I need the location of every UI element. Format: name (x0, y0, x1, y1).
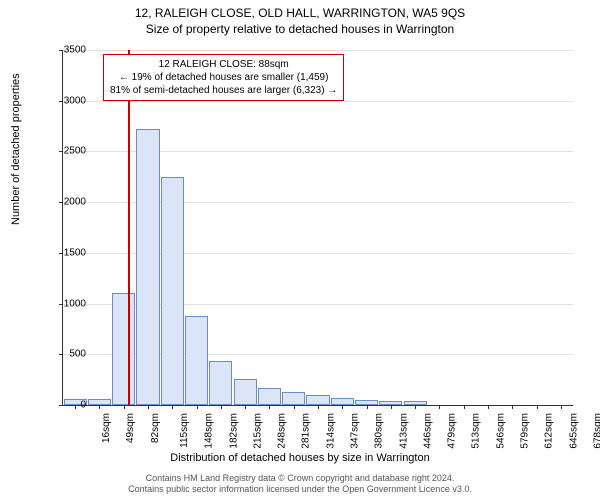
x-tick-label: 16sqm (101, 413, 112, 443)
x-tick-label: 215sqm (252, 413, 263, 449)
y-tick-label: 1000 (46, 298, 86, 309)
histogram-bar (306, 395, 329, 405)
y-tick-label: 2000 (46, 197, 86, 208)
x-tick-label: 115sqm (179, 413, 190, 448)
y-axis-label: Number of detached properties (10, 73, 22, 225)
x-tick-label: 148sqm (204, 413, 215, 449)
x-tick-label: 612sqm (544, 413, 555, 449)
x-tick-mark (415, 405, 416, 409)
copyright-footer: Contains HM Land Registry data © Crown c… (0, 473, 600, 496)
x-tick-label: 479sqm (447, 413, 458, 449)
chart-container: 12, RALEIGH CLOSE, OLD HALL, WARRINGTON,… (0, 0, 600, 500)
y-tick-label: 3500 (46, 45, 86, 56)
histogram-bar (185, 316, 208, 405)
histogram-bar (258, 388, 281, 405)
x-tick-mark (172, 405, 173, 409)
x-tick-mark (342, 405, 343, 409)
x-tick-label: 513sqm (471, 413, 482, 449)
histogram-bar (161, 177, 184, 405)
callout-line2: ← 19% of detached houses are smaller (1,… (110, 71, 337, 84)
x-tick-label: 579sqm (520, 413, 531, 449)
sub-title: Size of property relative to detached ho… (0, 20, 600, 36)
x-tick-mark (512, 405, 513, 409)
callout-box: 12 RALEIGH CLOSE: 88sqm ← 19% of detache… (103, 54, 344, 101)
marker-line (128, 50, 130, 405)
x-tick-label: 49sqm (125, 413, 136, 443)
y-tick-label: 3000 (46, 95, 86, 106)
x-tick-label: 182sqm (228, 413, 239, 449)
x-tick-mark (367, 405, 368, 409)
histogram-bar (331, 398, 354, 405)
x-tick-mark (464, 405, 465, 409)
histogram-bar (234, 379, 257, 405)
x-tick-mark (221, 405, 222, 409)
x-tick-mark (488, 405, 489, 409)
x-tick-label: 645sqm (568, 413, 579, 449)
x-tick-mark (99, 405, 100, 409)
y-tick-label: 2500 (46, 146, 86, 157)
x-tick-mark (245, 405, 246, 409)
x-tick-mark (294, 405, 295, 409)
x-tick-label: 82sqm (150, 413, 161, 443)
copyright-line1: Contains HM Land Registry data © Crown c… (0, 473, 600, 485)
histogram-bar (282, 392, 305, 405)
x-tick-label: 347sqm (350, 413, 361, 449)
x-tick-label: 314sqm (325, 413, 336, 449)
x-tick-mark (318, 405, 319, 409)
main-title: 12, RALEIGH CLOSE, OLD HALL, WARRINGTON,… (0, 0, 600, 20)
x-tick-mark (124, 405, 125, 409)
y-tick-label: 500 (46, 349, 86, 360)
x-tick-mark (391, 405, 392, 409)
x-tick-label: 281sqm (301, 413, 312, 449)
y-tick-label: 1500 (46, 247, 86, 258)
x-tick-mark (269, 405, 270, 409)
plot-area: 12 RALEIGH CLOSE: 88sqm ← 19% of detache… (62, 50, 573, 406)
histogram-bar (112, 293, 135, 405)
x-tick-mark (561, 405, 562, 409)
callout-line1: 12 RALEIGH CLOSE: 88sqm (110, 58, 337, 71)
y-tick-label: 0 (46, 400, 86, 411)
x-tick-mark (439, 405, 440, 409)
x-tick-label: 446sqm (422, 413, 433, 449)
x-axis-label: Distribution of detached houses by size … (0, 452, 600, 464)
x-tick-label: 380sqm (374, 413, 385, 449)
x-tick-mark (148, 405, 149, 409)
callout-line3: 81% of semi-detached houses are larger (… (110, 84, 337, 97)
grid-line (63, 50, 573, 51)
histogram-bar (209, 361, 232, 405)
x-tick-mark (197, 405, 198, 409)
x-tick-mark (537, 405, 538, 409)
x-tick-label: 546sqm (495, 413, 506, 449)
histogram-bar (136, 129, 159, 405)
x-tick-label: 248sqm (277, 413, 288, 449)
x-tick-label: 413sqm (398, 413, 409, 449)
copyright-line2: Contains public sector information licen… (0, 484, 600, 496)
x-tick-label: 678sqm (592, 413, 600, 449)
